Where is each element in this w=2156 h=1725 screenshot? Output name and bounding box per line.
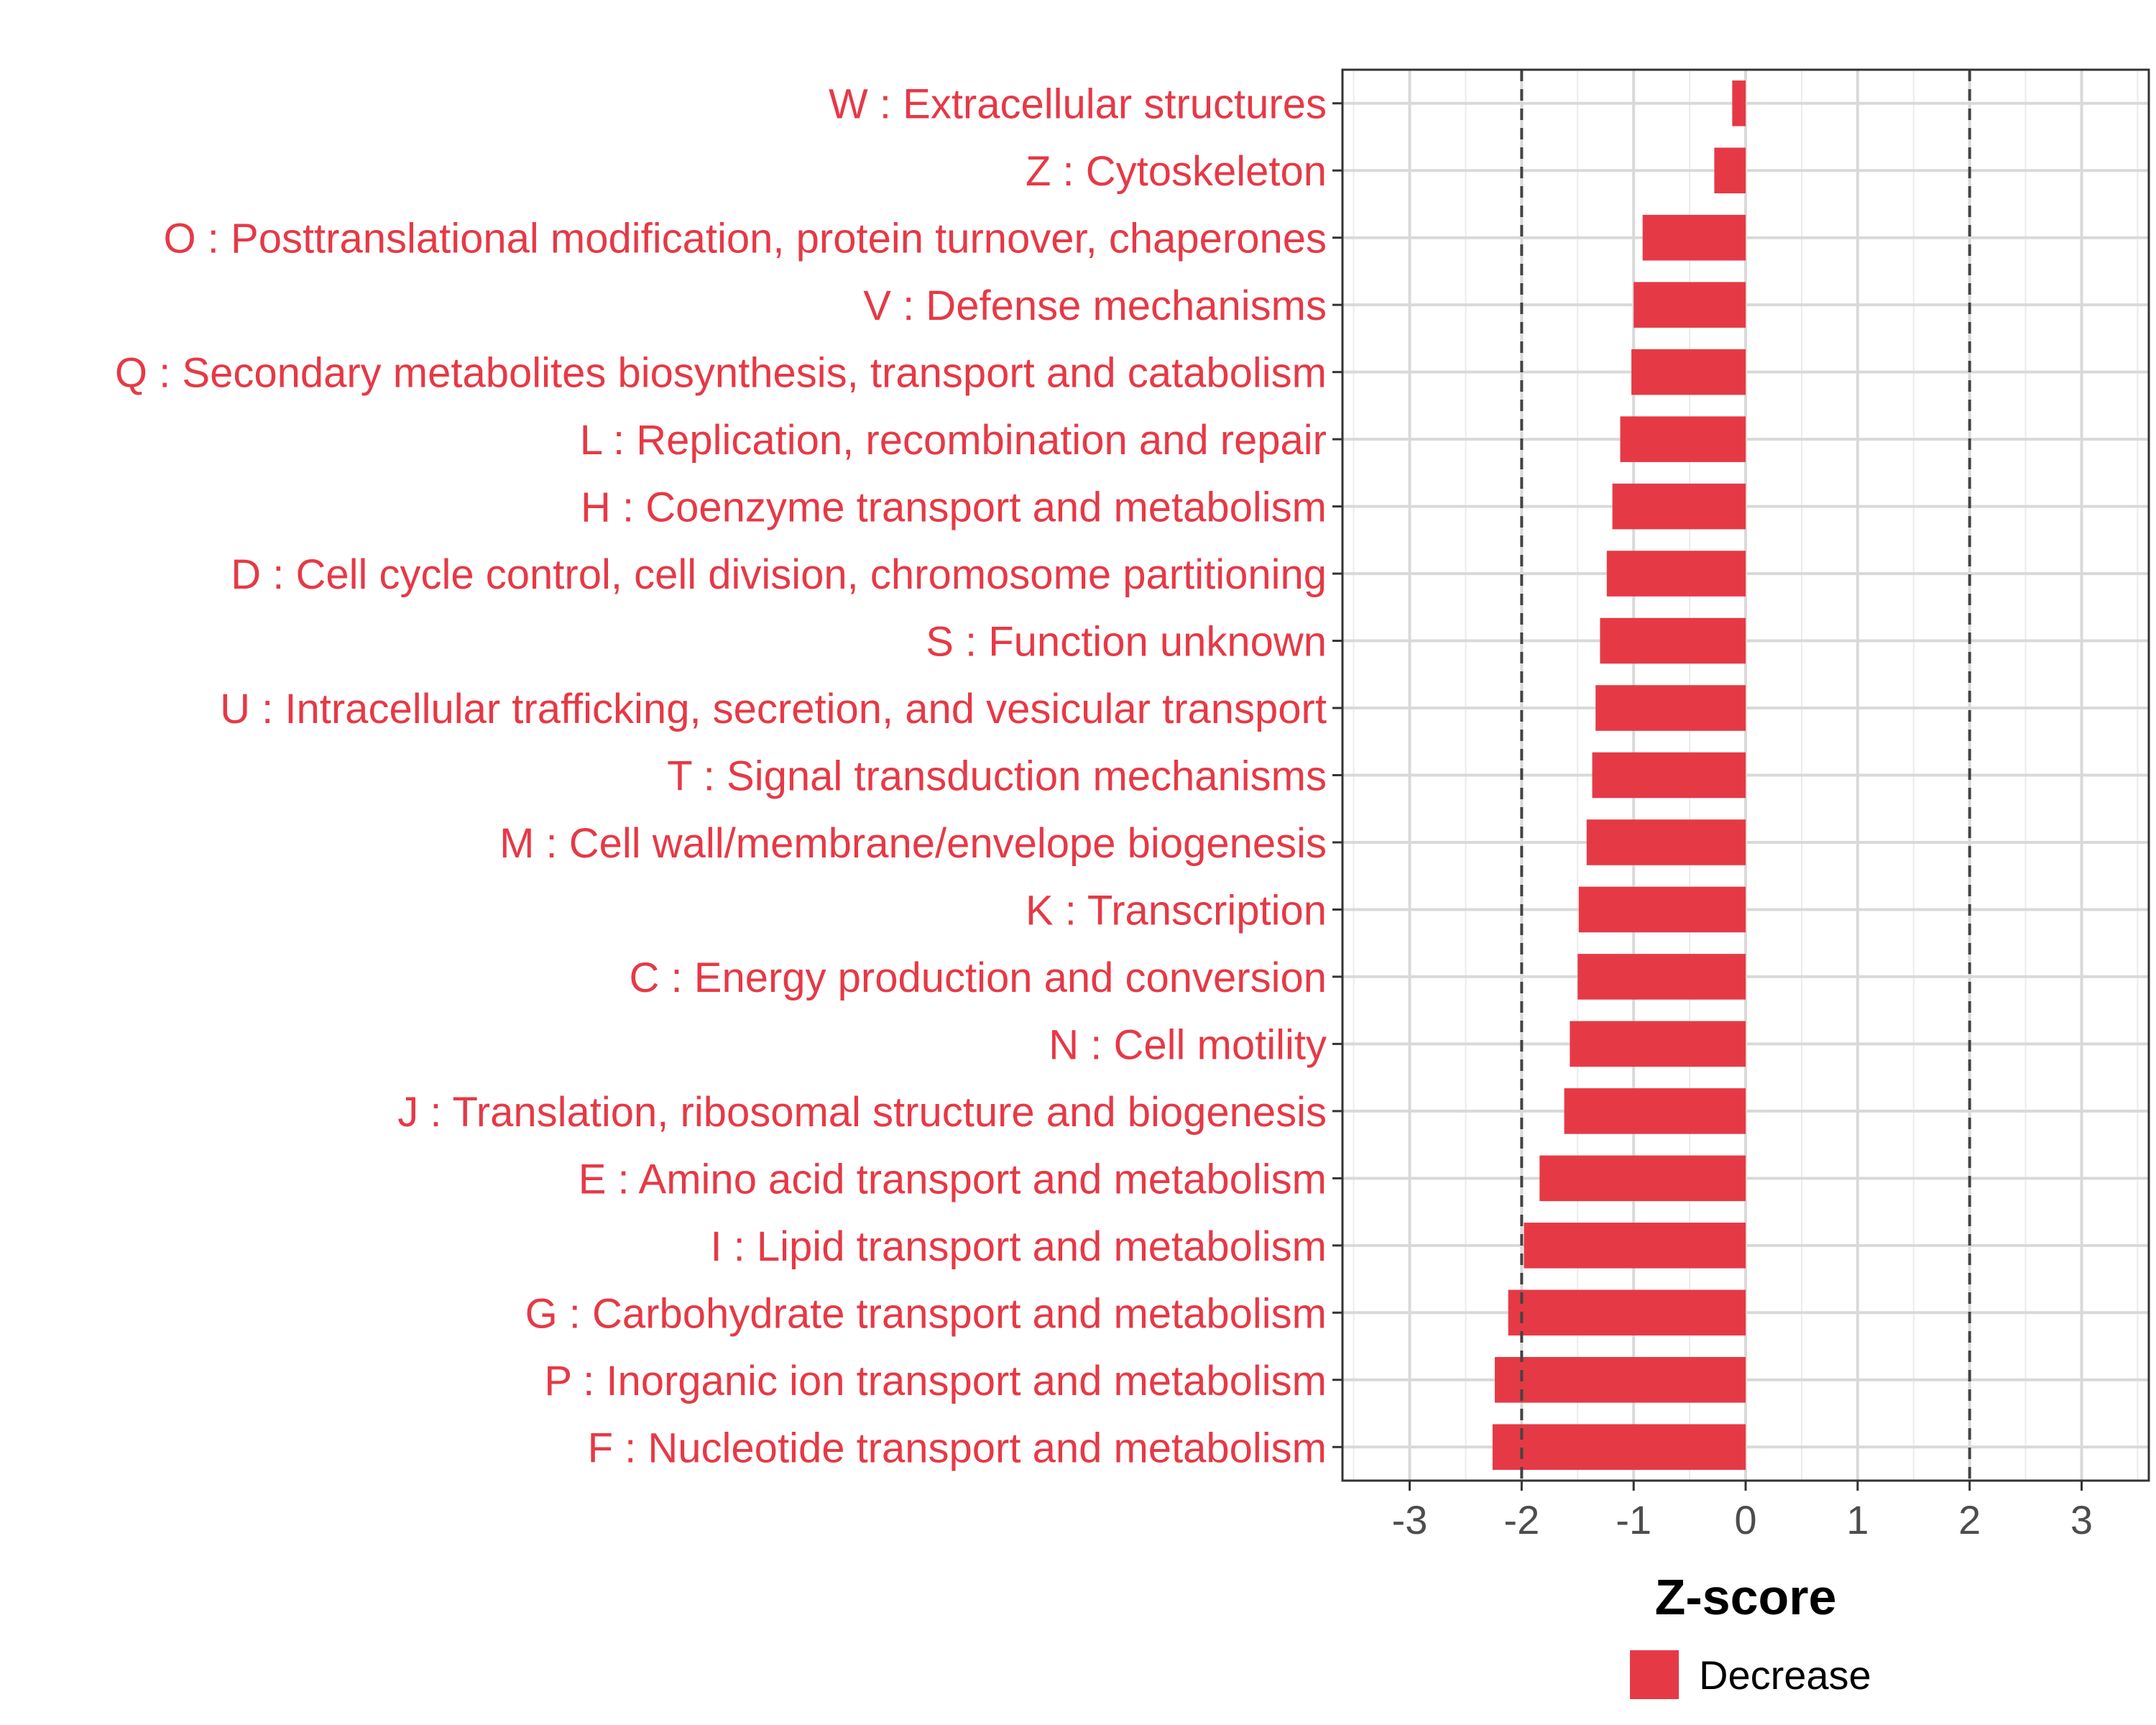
bar: [1508, 1289, 1746, 1336]
bar: [1564, 1088, 1746, 1134]
category-label: E : Amino acid transport and metabolism: [579, 1156, 1327, 1202]
bar: [1595, 685, 1746, 731]
x-tick-label: 1: [1846, 1497, 1869, 1542]
category-label: U : Intracellular trafficking, secretion…: [220, 686, 1327, 732]
category-label: I : Lipid transport and metabolism: [710, 1223, 1327, 1270]
category-label: W : Extracellular structures: [829, 81, 1327, 128]
bar: [1642, 214, 1746, 261]
x-tick-label: -3: [1392, 1497, 1428, 1542]
bar: [1570, 1021, 1746, 1067]
bar: [1600, 617, 1746, 664]
category-label: H : Coenzyme transport and metabolism: [581, 484, 1327, 531]
bars-layer: [1492, 80, 1746, 1471]
category-label: J : Translation, ribosomal structure and…: [397, 1089, 1327, 1136]
category-label: Z : Cytoskeleton: [1026, 148, 1327, 195]
legend-swatch-decrease: [1630, 1650, 1679, 1699]
x-tick-label: 3: [2070, 1497, 2093, 1542]
x-tick-label: 2: [1958, 1497, 1981, 1542]
reference-lines: [1520, 70, 1971, 1481]
bar: [1714, 147, 1746, 193]
category-label: V : Defense mechanisms: [863, 282, 1327, 329]
category-label: C : Energy production and conversion: [630, 954, 1327, 1001]
category-label: T : Signal transduction mechanisms: [667, 753, 1327, 800]
x-tick-label: -2: [1503, 1497, 1539, 1542]
bar: [1578, 886, 1746, 933]
category-label: P : Inorganic ion transport and metaboli…: [544, 1358, 1327, 1404]
x-tick-label: 0: [1734, 1497, 1756, 1542]
category-labels: W : Extracellular structures Z : Cytoskel…: [115, 81, 1342, 1471]
category-label: N : Cell motility: [1049, 1021, 1327, 1068]
bar: [1631, 349, 1746, 395]
category-label: F : Nucleotide transport and metabolism: [588, 1425, 1327, 1471]
bar: [1634, 282, 1746, 328]
bar: [1732, 80, 1746, 126]
bar: [1577, 954, 1746, 1000]
x-tick-label: -1: [1616, 1497, 1651, 1542]
category-label: S : Function unknown: [926, 619, 1327, 666]
category-label: Q : Secondary metabolites biosynthesis, …: [115, 350, 1327, 397]
bar: [1612, 483, 1746, 530]
bar: [1539, 1155, 1746, 1202]
category-label: D : Cell cycle control, cell division, c…: [231, 551, 1327, 598]
x-axis-title: Z-score: [1655, 1569, 1837, 1625]
legend: Decrease: [1630, 1650, 1871, 1699]
category-label: K : Transcription: [1026, 887, 1327, 934]
category-label: G : Carbohydrate transport and metabolis…: [525, 1290, 1327, 1337]
bar: [1586, 819, 1746, 865]
bar: [1492, 1424, 1746, 1471]
bar: [1592, 752, 1746, 799]
legend-label-decrease: Decrease: [1699, 1652, 1871, 1698]
category-label: M : Cell wall/membrane/envelope biogenes…: [499, 820, 1327, 867]
category-label: O : Posttranslational modification, prot…: [164, 216, 1327, 262]
x-axis-ticks: -3 -2 -1 0 1 2 3: [1392, 1481, 2093, 1542]
bar: [1620, 416, 1746, 462]
bar: [1494, 1357, 1746, 1403]
bar: [1606, 551, 1746, 597]
bar: [1524, 1223, 1746, 1269]
category-label: L : Replication, recombination and repai…: [580, 417, 1327, 464]
